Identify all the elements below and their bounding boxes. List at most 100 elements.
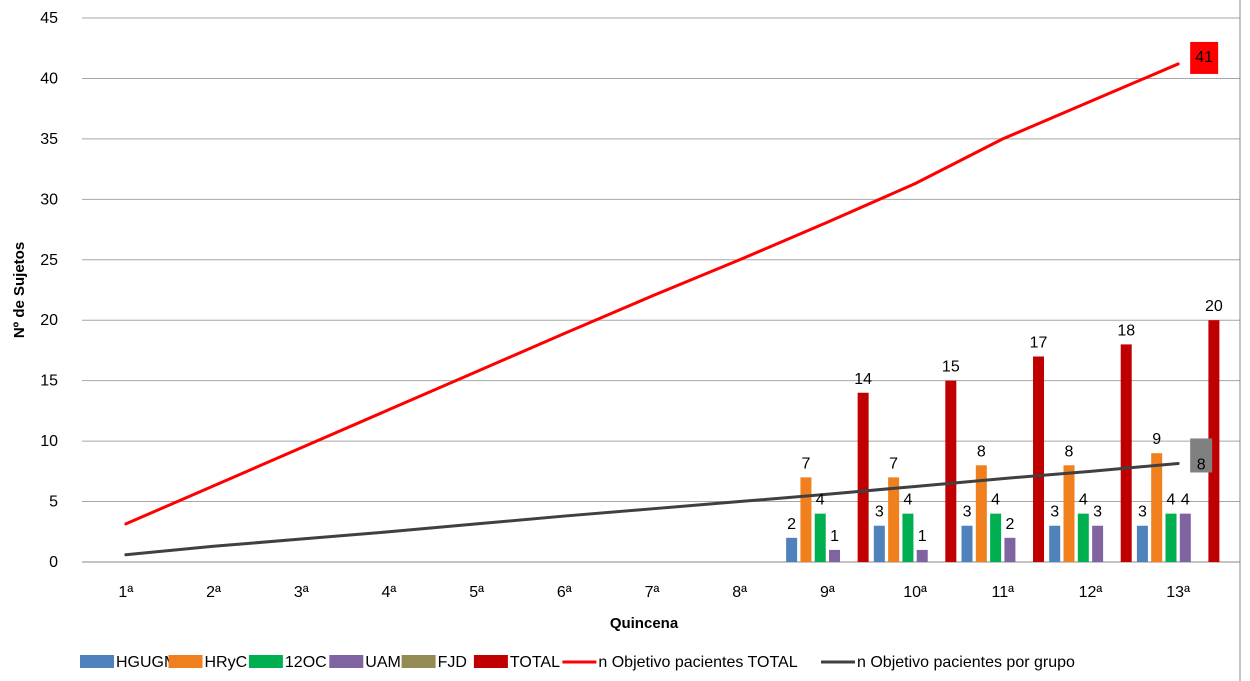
bar-value-label: 20: [1205, 298, 1223, 315]
bar-12oc: [1165, 513, 1177, 562]
legend-swatch: [473, 655, 508, 668]
bar-value-label: 3: [1093, 504, 1102, 521]
bar-value-label: 14: [854, 371, 872, 388]
bar-value-label: 2: [1005, 516, 1014, 533]
line-end-label-box: [1190, 41, 1219, 74]
y-axis-ticks: 0 5 10 15 20 25 30 35 40 45: [40, 10, 58, 571]
legend-label: UAM: [365, 654, 401, 671]
legend: HGUGM HRyC 12OC UAM FJD TOTAL n Objetivo pacie…: [80, 654, 1075, 671]
legend-swatch: [80, 655, 114, 668]
line-series-group: [124, 62, 1180, 557]
legend-label: n Objetivo pacientes TOTAL: [598, 654, 797, 671]
bar-value-label: 4: [991, 492, 1000, 509]
bar-value-label: 4: [1167, 492, 1176, 509]
bar-hryc: [1063, 465, 1075, 562]
bar-series-group: [786, 320, 1220, 562]
line-end-label-box: [1190, 438, 1213, 473]
x-axis-title: Quincena: [610, 615, 679, 632]
y-axis-title: Nº de Sujetos: [11, 242, 28, 338]
x-tick-label: 13ª: [1166, 584, 1190, 601]
bar-value-label: 3: [963, 504, 972, 521]
gridlines: [82, 17, 1240, 563]
line-objetivo-total: [124, 62, 1180, 526]
legend-swatch: [329, 655, 364, 668]
y-tick-label: 20: [40, 312, 58, 329]
y-tick-label: 15: [40, 373, 58, 390]
y-tick-label: 35: [40, 131, 58, 148]
bar-uam: [1004, 537, 1016, 562]
x-axis-ticks: 1ª 2ª 3ª 4ª 5ª 6ª 7ª 8ª 9ª 10ª 11ª 12ª 13ª: [118, 584, 1190, 601]
bar-value-label: 3: [1050, 504, 1059, 521]
x-tick-label: 2ª: [206, 584, 221, 601]
bar-uam: [916, 549, 928, 562]
bar-hgugm: [961, 525, 973, 562]
bar-hryc: [888, 477, 900, 562]
bar-value-label: 7: [889, 455, 898, 472]
bar-value-label: 4: [903, 492, 912, 509]
legend-label: n Objetivo pacientes por grupo: [857, 654, 1075, 671]
bar-value-label: 1: [918, 528, 927, 545]
bar-total: [1033, 356, 1045, 562]
y-tick-label: 10: [40, 433, 58, 450]
bar-12oc: [990, 513, 1002, 562]
y-tick-label: 25: [40, 252, 58, 269]
x-tick-label: 4ª: [382, 584, 397, 601]
legend-label: 12OC: [285, 654, 327, 671]
bar-hgugm: [786, 537, 798, 562]
legend-swatch: [248, 655, 283, 668]
bar-12oc: [902, 513, 914, 562]
x-tick-label: 1ª: [118, 584, 133, 601]
bar-uam: [829, 549, 841, 562]
bar-value-label: 7: [801, 455, 810, 472]
bar-total: [945, 380, 957, 562]
bar-uam: [1179, 513, 1191, 562]
legend-label: HGUGM: [116, 654, 177, 671]
x-tick-label: 7ª: [645, 584, 660, 601]
x-tick-label: 10ª: [903, 584, 927, 601]
bar-12oc: [814, 513, 826, 562]
x-tick-label: 8ª: [732, 584, 747, 601]
y-tick-label: 40: [40, 70, 58, 87]
bar-value-label: 4: [1181, 492, 1190, 509]
legend-label: FJD: [438, 654, 467, 671]
legend-label: TOTAL: [510, 654, 560, 671]
bar-hryc: [1151, 453, 1163, 562]
bar-hgugm: [1049, 525, 1061, 562]
bar-total: [857, 392, 869, 562]
line-end-label: 8: [1197, 456, 1206, 473]
y-tick-label: 30: [40, 191, 58, 208]
bar-value-label: 4: [816, 492, 825, 509]
legend-swatch: [168, 655, 203, 668]
x-tick-label: 6ª: [557, 584, 572, 601]
y-tick-label: 5: [49, 494, 58, 511]
bar-hryc: [800, 477, 812, 562]
bar-value-label: 1: [830, 528, 839, 545]
legend-swatch: [401, 655, 436, 668]
y-tick-label: 45: [40, 10, 58, 27]
bar-value-label: 4: [1079, 492, 1088, 509]
bar-hgugm: [1136, 525, 1148, 562]
bar-value-label: 8: [1065, 443, 1074, 460]
bar-value-label: 3: [875, 504, 884, 521]
line-objetivo-por-grupo: [124, 461, 1180, 557]
y-tick-label: 0: [49, 554, 58, 571]
bar-value-label: 3: [1138, 504, 1147, 521]
bar-value-label: 9: [1152, 431, 1161, 448]
bar-value-label: 18: [1117, 322, 1135, 339]
bar-value-label: 8: [977, 443, 986, 460]
x-tick-label: 3ª: [294, 584, 309, 601]
bar-total: [1208, 320, 1220, 562]
bar-value-label: 17: [1030, 334, 1048, 351]
bar-value-label: 2: [787, 516, 796, 533]
bar-hryc: [975, 465, 987, 562]
bar-uam: [1092, 525, 1104, 562]
bar-12oc: [1077, 513, 1089, 562]
bar-total: [1120, 344, 1132, 562]
x-tick-label: 5ª: [469, 584, 484, 601]
x-tick-label: 12ª: [1079, 584, 1103, 601]
x-tick-label: 9ª: [820, 584, 835, 601]
bar-hgugm: [873, 525, 885, 562]
bar-value-label: 15: [942, 359, 960, 376]
